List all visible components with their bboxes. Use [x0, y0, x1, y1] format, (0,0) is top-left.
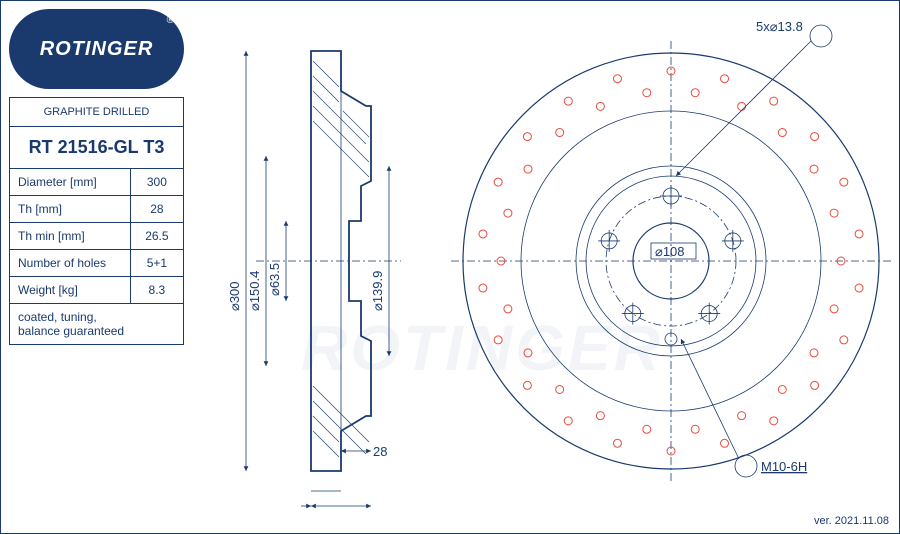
notes: coated, tuning, balance guaranteed	[10, 304, 184, 345]
dim-bolt-circle: ⌀139.9	[370, 271, 385, 311]
brand-logo: ROTINGER ®	[9, 9, 184, 89]
table-row: Diameter [mm]300	[10, 169, 184, 196]
brand-name: ROTINGER	[40, 38, 154, 61]
registered-mark: ®	[167, 15, 174, 26]
part-number: RT 21516-GL T3	[10, 127, 184, 169]
table-row: Th [mm]28	[10, 196, 184, 223]
table-row: Number of holes5+1	[10, 250, 184, 277]
dim-hub-diameter: ⌀150.4	[247, 271, 262, 311]
spec-table: GRAPHITE DRILLED RT 21516-GL T3 Diameter…	[9, 97, 184, 345]
version-label: ver. 2021.11.08	[814, 515, 889, 527]
technical-drawing: ⌀300 ⌀150.4 ⌀63.5 ⌀139.9 28 42.8 8.3	[201, 11, 891, 511]
dim-bolt-label: ⌀108	[655, 244, 685, 259]
callout-holes: 5x⌀13.8	[756, 19, 803, 34]
dim-hub-depth: 42.8	[331, 509, 356, 511]
dim-bore: ⌀63.5	[267, 263, 282, 296]
dim-offset: 8.3	[266, 509, 284, 511]
dim-outer-diameter: ⌀300	[227, 281, 242, 311]
dim-thickness: 28	[373, 444, 387, 459]
table-row: Weight [kg]8.3	[10, 277, 184, 304]
product-type: GRAPHITE DRILLED	[10, 98, 184, 127]
table-row: Th min [mm]26.5	[10, 223, 184, 250]
callout-thread: M10-6H	[761, 459, 807, 474]
